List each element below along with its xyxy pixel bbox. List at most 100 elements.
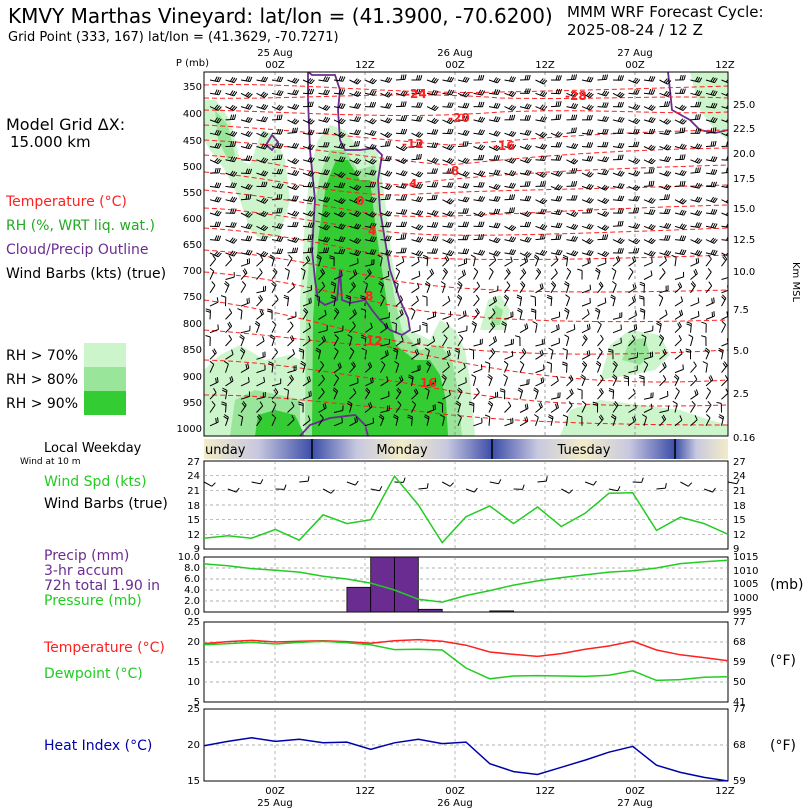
wind-barb xyxy=(442,362,450,373)
bottom-date: 25 Aug xyxy=(257,798,292,809)
wind-barb xyxy=(380,376,389,387)
wind-barb xyxy=(269,254,275,267)
temp-label-m24: -24 xyxy=(405,87,427,101)
precip-bar xyxy=(417,608,443,613)
wind-barb xyxy=(395,247,407,254)
isotherm xyxy=(204,299,728,355)
wind-barb xyxy=(705,281,713,294)
td-tick: 5 xyxy=(194,697,200,708)
temp-label-8: 8 xyxy=(365,289,373,303)
wind-barb xyxy=(302,129,315,136)
wind-barb xyxy=(643,403,653,413)
wind-barb xyxy=(628,89,640,95)
wind-barb xyxy=(240,143,253,150)
wind-barb xyxy=(550,234,562,241)
surface-wind-barb xyxy=(275,484,287,490)
km-tick: 0.16 xyxy=(733,433,755,444)
wind-barb xyxy=(690,400,696,413)
wind-barb xyxy=(704,347,710,360)
wind-barb xyxy=(690,209,703,216)
wind-barb xyxy=(581,155,594,162)
wind-barb xyxy=(659,250,672,257)
wind-barb xyxy=(674,296,684,307)
wind-barb xyxy=(690,101,702,108)
cloud-outline-topright xyxy=(667,72,728,134)
wind-barb xyxy=(380,221,392,228)
wind-barb xyxy=(209,360,215,373)
wind-barb xyxy=(659,118,672,125)
p-tick: 650 xyxy=(183,240,202,251)
wind-barb xyxy=(519,236,532,243)
wind-barb xyxy=(333,197,346,204)
wind-barb xyxy=(473,181,485,188)
wind-barb xyxy=(225,321,233,334)
wind-barb xyxy=(705,297,715,307)
wind-barb xyxy=(658,294,664,307)
wind-barb xyxy=(318,281,326,294)
wind-barb xyxy=(488,267,494,280)
wind-barb xyxy=(535,197,548,205)
wind-barb xyxy=(395,128,408,135)
wind-barb xyxy=(548,414,554,426)
wind-barb xyxy=(424,347,430,360)
wind-barb xyxy=(504,311,514,320)
wind-barb xyxy=(562,361,568,373)
wind-barb xyxy=(455,400,462,413)
wind-barb xyxy=(488,208,501,215)
wind-barb xyxy=(333,307,340,320)
wind-barb xyxy=(705,387,712,400)
wind-barb xyxy=(302,255,311,267)
wind-barb xyxy=(643,104,656,111)
wind-barb xyxy=(209,89,222,96)
wind-barb xyxy=(566,235,578,242)
press-tick: 1015 xyxy=(733,552,758,563)
wind-speed-line xyxy=(203,474,729,544)
wind-barb xyxy=(643,325,654,334)
wind-barb xyxy=(566,91,579,98)
wind-barb xyxy=(287,142,299,149)
wind-barb xyxy=(302,181,315,188)
wind-barb xyxy=(612,116,625,123)
wind-barb xyxy=(566,74,577,81)
wind-barb xyxy=(411,270,421,280)
wind-barb xyxy=(287,221,299,228)
wind-barb xyxy=(519,360,525,373)
wind-barb xyxy=(426,168,438,174)
wind-barb xyxy=(519,157,532,164)
top-hour: 00Z xyxy=(625,60,645,71)
wind-barb xyxy=(674,180,686,187)
wind-barb xyxy=(442,168,454,174)
wind-barb xyxy=(457,140,469,147)
wind-barb xyxy=(426,89,439,96)
wind-barb xyxy=(488,144,501,152)
wind-barb xyxy=(302,307,309,320)
wind-barb xyxy=(256,294,264,307)
wind-barb xyxy=(564,281,570,293)
ws-tick: 9 xyxy=(194,544,200,555)
wind-barb xyxy=(674,235,687,242)
wind-barb xyxy=(674,249,687,256)
td-tick-f: 68 xyxy=(733,637,746,648)
wind-barb xyxy=(380,322,389,334)
wind-barb xyxy=(484,361,491,373)
wind-barb xyxy=(364,236,377,243)
heat-index-panel: 25 20 15 77 68 59 xyxy=(187,704,745,787)
wind-barb xyxy=(380,76,393,83)
wind-barb xyxy=(597,281,604,294)
wind-barb xyxy=(671,254,677,267)
wind-barb xyxy=(582,114,593,121)
wind10-label: Wind at 10 m xyxy=(20,457,81,467)
p-tick: 900 xyxy=(183,372,202,383)
wind-barb xyxy=(442,157,455,164)
wind-barb xyxy=(535,377,545,387)
wind-barb xyxy=(442,250,455,257)
wind-barb xyxy=(333,156,346,163)
wind-barb xyxy=(283,294,290,307)
wind-barb xyxy=(411,295,419,307)
wind-barb xyxy=(562,414,569,426)
precip-tick: 0.0 xyxy=(184,607,200,618)
weekday-bar: unday Monday Tuesday xyxy=(204,439,728,459)
press-tick: 1010 xyxy=(733,566,758,577)
wind-barb xyxy=(581,323,591,334)
wind-barb xyxy=(225,170,238,177)
